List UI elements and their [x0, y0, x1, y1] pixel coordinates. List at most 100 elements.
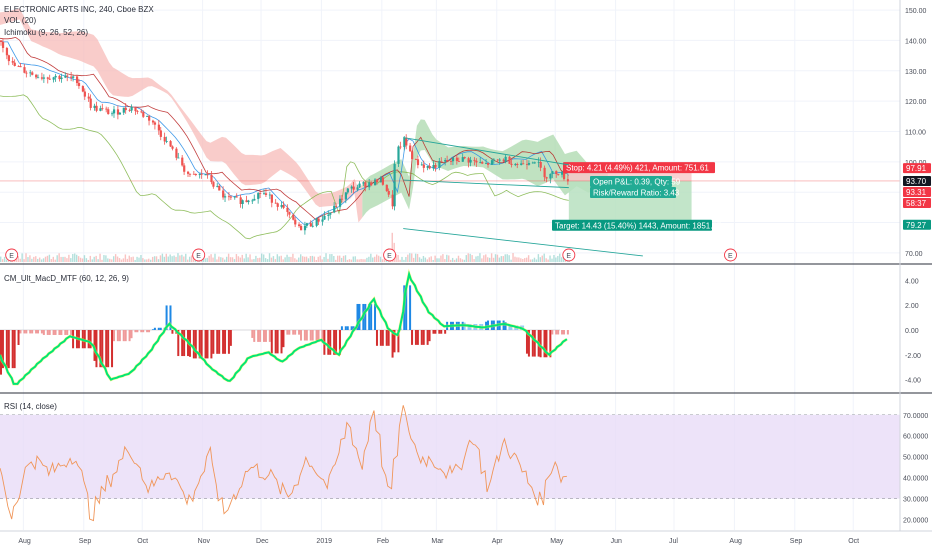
volume-bar [467, 253, 469, 262]
volume-bar [95, 255, 97, 262]
macd-histogram-bar [280, 330, 283, 354]
candle-body [19, 66, 22, 68]
stop-label: Stop: 4.21 (4.49%) 421, Amount: 751.61 [563, 162, 715, 174]
macd-histogram-bar [321, 330, 324, 341]
volume-bar [118, 258, 121, 262]
macd-histogram-bar [181, 330, 184, 357]
volume-bar [529, 259, 532, 262]
candle-body [5, 47, 9, 56]
volume-bar [77, 256, 80, 262]
macd-histogram-bar [414, 330, 417, 345]
volume-bar [372, 257, 374, 262]
rsi-axis[interactable]: 70.0000 60.0000 50.0000 40.0000 30.0000 20.00… [903, 413, 928, 525]
macd-histogram-bar [29, 330, 32, 334]
volume-bar [27, 257, 29, 262]
macd-histogram-bar [25, 330, 28, 334]
candle-body [192, 173, 196, 175]
volume-bar [3, 256, 6, 262]
volume-bar [157, 259, 160, 262]
volume-bar [126, 258, 129, 262]
candle-body [11, 61, 14, 63]
time-tick-label: Oct [848, 538, 859, 545]
volume-bar [506, 254, 508, 262]
volume-bar [487, 257, 489, 262]
macd-histogram-bar [46, 330, 49, 335]
macd-histogram-bar [374, 303, 377, 330]
price-axis[interactable]: 150.00140.00130.00120.00110.00100.0090.0… [903, 8, 931, 258]
volume-bar [150, 259, 152, 262]
volume-bar [337, 255, 339, 262]
candle-body [60, 77, 63, 80]
volume-bar [364, 259, 366, 262]
volume-bar [225, 256, 228, 262]
volume-bar [146, 259, 148, 262]
candle-body [200, 173, 203, 175]
macd-histogram-bar [440, 330, 443, 334]
macd-axis[interactable]: 4.00 2.00 0.00 -2.00 -4.00 [905, 278, 921, 384]
candle-body [539, 161, 542, 168]
price-tick-label: 150.00 [905, 8, 927, 15]
volume-bar [426, 259, 429, 262]
macd-histogram-bar [397, 330, 400, 353]
volume-bar [48, 254, 51, 262]
volume-bar [116, 256, 119, 262]
macd-histogram-bar [5, 330, 8, 369]
candle-body [387, 191, 390, 195]
macd-histogram-bar [340, 326, 343, 330]
volume-bar [270, 257, 273, 262]
macd-histogram-bar [346, 326, 349, 330]
candle-body [434, 164, 437, 168]
candle-body [292, 214, 295, 220]
macd-histogram-bar [105, 330, 108, 368]
volume-bar [477, 255, 479, 262]
macd-histogram-bar [70, 330, 73, 335]
volume-bar [300, 254, 302, 262]
volume-bar [354, 256, 356, 262]
candle-body [440, 160, 443, 162]
volume-bar [1, 259, 4, 262]
macd-histogram-bar [142, 330, 145, 333]
volume-bar [60, 256, 62, 262]
chart-title: ELECTRONIC ARTS INC, 240, Cboe BZX [4, 5, 154, 14]
macd-histogram-bar [101, 330, 104, 368]
volume-bar [81, 258, 84, 262]
volume-bar [488, 257, 491, 262]
volume-bar [224, 259, 226, 262]
volume-bar [185, 253, 187, 262]
candle-body [181, 157, 184, 166]
volume-bar [541, 255, 543, 262]
volume-bar [381, 259, 384, 262]
candle-body [350, 186, 353, 189]
position-tool[interactable]: Stop: 4.21 (4.49%) 421, Amount: 751.61 Op… [0, 162, 900, 231]
macd-histogram-bar [64, 330, 67, 335]
volume-bar [395, 253, 397, 262]
volume-bar [360, 258, 362, 262]
candle-body [391, 194, 394, 207]
candle-body [264, 193, 268, 195]
volume-bar [239, 257, 242, 262]
time-axis[interactable]: Aug Sep Oct Nov Dec 2019 Feb Mar Apr May Jun Jul Aug… [18, 538, 859, 545]
volume-bar [298, 257, 300, 262]
macd-histogram-bar [7, 330, 10, 369]
volume-bar [504, 254, 506, 262]
candle-body [270, 194, 273, 203]
volume-bar [19, 258, 21, 262]
candle-body [151, 120, 155, 123]
volume-bar [333, 256, 335, 262]
volume-bar [533, 257, 536, 262]
open-pnl-label: Open P&L: 0.39, Qty: 59 [590, 175, 681, 187]
volume-bar [525, 257, 528, 262]
macd-tick-label: 4.00 [905, 278, 919, 285]
volume-bar [471, 255, 473, 262]
rsi-pane[interactable]: RSI (14, close) 70.0000 60.0000 50.0000 40.… [0, 402, 928, 525]
volume-bar [444, 259, 446, 262]
macd-pane[interactable]: CM_Ult_MacD_MTF (60, 12, 26, 9) 4.00 2.00… [0, 268, 921, 386]
volume-bar [496, 254, 499, 262]
volume-bar [325, 253, 327, 262]
ichimoku-indicator-label: Ichimoku (9, 26, 52, 26) [4, 28, 88, 37]
candle-body [268, 194, 272, 196]
volume-bar [450, 259, 452, 262]
risk-reward-label: Risk/Reward Ratio: 3.43 [590, 186, 680, 198]
candle-body [286, 207, 289, 212]
